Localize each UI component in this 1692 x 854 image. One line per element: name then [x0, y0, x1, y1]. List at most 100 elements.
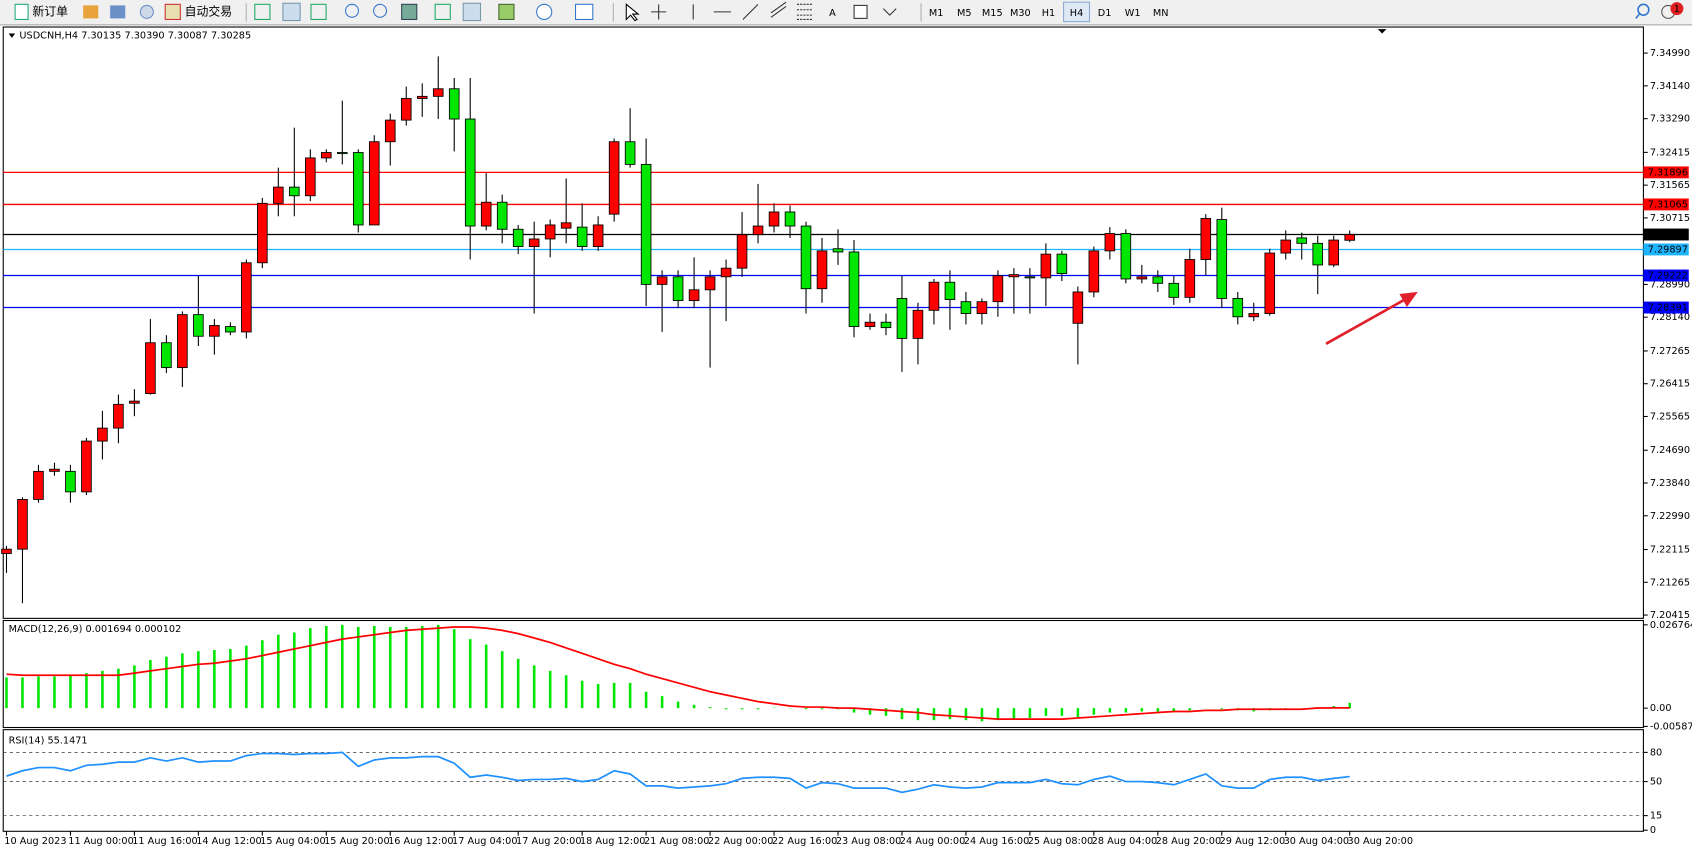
- candle-body: [416, 95, 428, 99]
- y-tick-label: 7.23840: [1650, 478, 1690, 489]
- price-level-label: 7.30285: [1648, 230, 1688, 241]
- candle-body: [688, 289, 700, 302]
- y-tick-label: 7.30715: [1650, 213, 1690, 224]
- icon[interactable]: [498, 3, 515, 20]
- candle-body: [49, 468, 60, 472]
- timeframe-button[interactable]: M5: [957, 8, 972, 19]
- auto-trading-button[interactable]: 自动交易: [185, 4, 232, 18]
- search-icon[interactable]: [1637, 3, 1650, 16]
- candle-body: [65, 470, 76, 493]
- candle-body: [752, 225, 764, 236]
- x-tick-label: 28 Aug 20:00: [1156, 836, 1221, 847]
- y-tick-label: 7.21265: [1650, 577, 1690, 588]
- icon[interactable]: [536, 3, 553, 20]
- y-tick-label: 7.31565: [1650, 180, 1690, 191]
- x-tick-label: 22 Aug 16:00: [772, 836, 837, 847]
- icon[interactable]: [310, 3, 327, 20]
- price-level-tag: [1643, 269, 1689, 282]
- timeframe-button[interactable]: D1: [1098, 8, 1112, 19]
- candle-body: [544, 224, 556, 240]
- y-tick-label: 0: [1650, 825, 1656, 836]
- icon[interactable]: [344, 3, 360, 18]
- timeframe-button[interactable]: W1: [1125, 8, 1141, 19]
- timeframe-button[interactable]: H4: [1070, 8, 1083, 19]
- y-tick-label: 7.33290: [1650, 114, 1690, 125]
- icon[interactable]: [164, 3, 181, 20]
- icon[interactable]: [625, 3, 640, 22]
- macd-panel: [2, 619, 1644, 729]
- candle-body: [432, 88, 444, 97]
- candle-body: [257, 202, 268, 264]
- candle-body: [976, 301, 988, 314]
- icon[interactable]: [110, 5, 126, 19]
- x-tick-label: 25 Aug 08:00: [1028, 836, 1093, 847]
- candle-body: [928, 281, 940, 311]
- y-tick-label: 0.00: [1650, 703, 1672, 714]
- candle-body: [209, 325, 220, 337]
- candle-body: [1264, 252, 1276, 314]
- x-tick-label: 24 Aug 16:00: [964, 836, 1029, 847]
- candle-body: [816, 250, 828, 290]
- timeframe-button[interactable]: H1: [1042, 8, 1055, 19]
- icon[interactable]: [651, 4, 667, 20]
- y-tick-label: 7.25565: [1650, 411, 1690, 422]
- panel-title: RSI(14) 55.1471: [9, 735, 88, 746]
- candle-body: [1328, 239, 1340, 266]
- candle-body: [1184, 259, 1196, 298]
- icon[interactable]: [401, 3, 418, 20]
- candle-body: [1296, 237, 1308, 244]
- icon[interactable]: [882, 8, 897, 16]
- icon[interactable]: [434, 3, 451, 20]
- icon[interactable]: [853, 4, 868, 19]
- y-tick-label: 7.22115: [1650, 545, 1690, 556]
- candle-body: [1200, 218, 1212, 260]
- x-tick-label: 30 Aug 04:00: [1284, 836, 1349, 847]
- price-level-label: 7.31065: [1648, 199, 1688, 210]
- timeframe-button[interactable]: MN: [1153, 8, 1169, 19]
- icon[interactable]: [282, 2, 301, 22]
- icon[interactable]: [14, 3, 29, 20]
- candle-body: [241, 262, 252, 333]
- icon[interactable]: [796, 3, 812, 20]
- y-tick-label: 7.27265: [1650, 346, 1690, 357]
- price-level-label: 7.31896: [1648, 167, 1688, 178]
- icon[interactable]: [83, 5, 99, 19]
- y-tick-label: 7.28140: [1650, 312, 1690, 323]
- price-level-tag: [1643, 198, 1689, 211]
- candle-body: [113, 403, 124, 429]
- icon[interactable]: A: [829, 8, 836, 19]
- icon[interactable]: [574, 3, 594, 20]
- candle-body: [800, 225, 812, 290]
- notification-count: 1: [1674, 4, 1680, 15]
- icon[interactable]: [462, 2, 482, 22]
- new-order-button[interactable]: 新订单: [32, 4, 68, 18]
- icon[interactable]: [742, 3, 759, 20]
- timeframe-button[interactable]: M30: [1010, 8, 1031, 19]
- signal-line: [6, 626, 1350, 720]
- price-level-label: 7.28391: [1648, 303, 1688, 314]
- x-tick-label: 11 Aug 16:00: [132, 836, 197, 847]
- candle-body: [1120, 233, 1132, 280]
- y-tick-label: 7.22990: [1650, 511, 1690, 522]
- indicator-line: [6, 751, 1350, 794]
- y-tick-label: 7.34140: [1650, 81, 1690, 92]
- candle-body: [1312, 242, 1324, 266]
- candle-body: [368, 141, 380, 226]
- candle-body: [225, 326, 236, 333]
- candle-body: [145, 342, 156, 394]
- notification-badge[interactable]: [1670, 2, 1684, 16]
- search-icon[interactable]: [1635, 12, 1641, 19]
- x-tick-label: 14 Aug 12:00: [196, 836, 261, 847]
- icon[interactable]: [254, 3, 271, 20]
- candle-body: [384, 119, 396, 143]
- timeframe-button[interactable]: M1: [929, 8, 944, 19]
- candle-body: [960, 301, 972, 314]
- icon[interactable]: [770, 1, 787, 18]
- timeframe-button[interactable]: M15: [982, 8, 1003, 19]
- candle-body: [912, 309, 924, 339]
- x-tick-label: 16 Aug 12:00: [388, 836, 453, 847]
- y-tick-label: 7.24690: [1650, 445, 1690, 456]
- icon[interactable]: [139, 4, 154, 19]
- icon[interactable]: [373, 3, 388, 18]
